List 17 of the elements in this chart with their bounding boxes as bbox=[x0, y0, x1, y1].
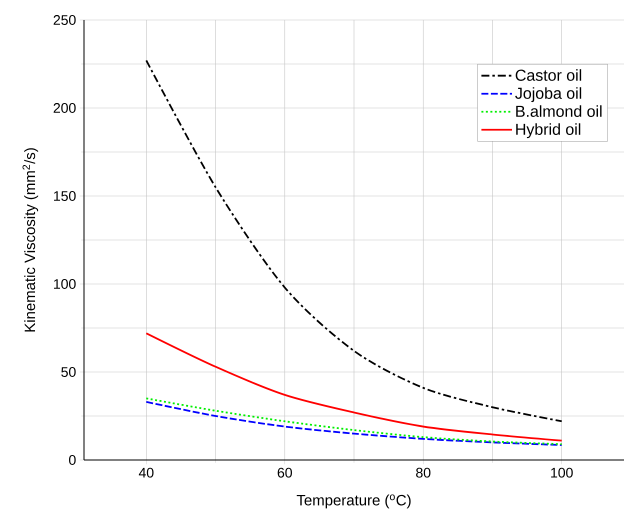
x-tick-label: 60 bbox=[278, 468, 292, 478]
y-tick-label: 0 bbox=[69, 455, 76, 465]
y-tick-label: 50 bbox=[61, 367, 76, 377]
x-tick-label: 80 bbox=[416, 468, 430, 478]
y-axis-title: Kinematic Viscosity (mm$^{2}$/s) bbox=[22, 148, 38, 332]
x-tick-label: 40 bbox=[138, 468, 154, 478]
y-tick-label: 150 bbox=[54, 191, 76, 201]
x-tick-label: 100 bbox=[551, 468, 573, 478]
legend-label: Castor oil bbox=[516, 69, 582, 81]
legend-label: B.almond oil bbox=[516, 105, 602, 117]
line-series bbox=[145, 332, 563, 442]
y-tick-label: 200 bbox=[54, 103, 76, 113]
y-tick-label: 100 bbox=[54, 279, 76, 289]
legend-label: Hybrid oil bbox=[516, 123, 580, 138]
y-tick-label: 250 bbox=[54, 15, 76, 25]
legend-label: Jojoba oil bbox=[515, 87, 582, 102]
x-axis-title: Temperature ($^{o}$C) bbox=[296, 494, 411, 508]
